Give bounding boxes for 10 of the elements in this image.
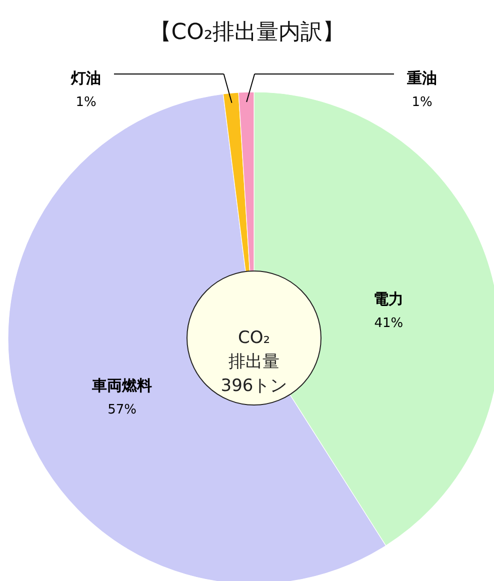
data-label: 1% [412, 95, 432, 110]
slice-label: 車両燃料 [91, 376, 152, 394]
text: CO₂ 排出量 396トン [220, 328, 288, 396]
slice-label: 重油 [406, 69, 437, 87]
slice-label: 灯油 [70, 69, 101, 87]
data-label: 41% [374, 316, 404, 331]
slice-label: 電力 [374, 290, 404, 308]
data-label: 1% [76, 95, 96, 110]
chart-title: 【CO₂排出量内訳】 [149, 20, 345, 45]
data-label: 57% [108, 402, 137, 418]
